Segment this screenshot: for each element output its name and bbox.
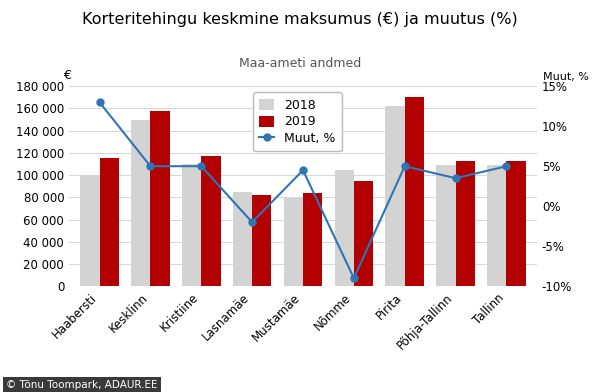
Text: © Tõnu Toompark, ADAUR.EE: © Tõnu Toompark, ADAUR.EE: [6, 380, 157, 390]
Bar: [354, 181, 373, 286]
Bar: [233, 192, 252, 286]
Bar: [182, 164, 201, 286]
Bar: [303, 193, 322, 286]
Bar: [487, 165, 506, 286]
Bar: [80, 175, 100, 286]
Bar: [131, 120, 151, 286]
Legend: 2018, 2019, Muut, %: 2018, 2019, Muut, %: [253, 93, 342, 151]
Bar: [436, 165, 455, 286]
Bar: [455, 161, 475, 286]
Text: €: €: [63, 69, 71, 82]
Bar: [201, 156, 221, 286]
Bar: [100, 158, 119, 286]
Bar: [284, 197, 303, 286]
Bar: [385, 106, 405, 286]
Bar: [151, 111, 170, 286]
Text: Maa-ameti andmed: Maa-ameti andmed: [239, 57, 361, 70]
Bar: [335, 170, 354, 286]
Bar: [506, 161, 526, 286]
Bar: [405, 97, 424, 286]
Text: Muut, %: Muut, %: [543, 72, 589, 82]
Text: Korteritehingu keskmine maksumus (€) ja muutus (%): Korteritehingu keskmine maksumus (€) ja …: [82, 12, 518, 27]
Bar: [252, 195, 271, 286]
